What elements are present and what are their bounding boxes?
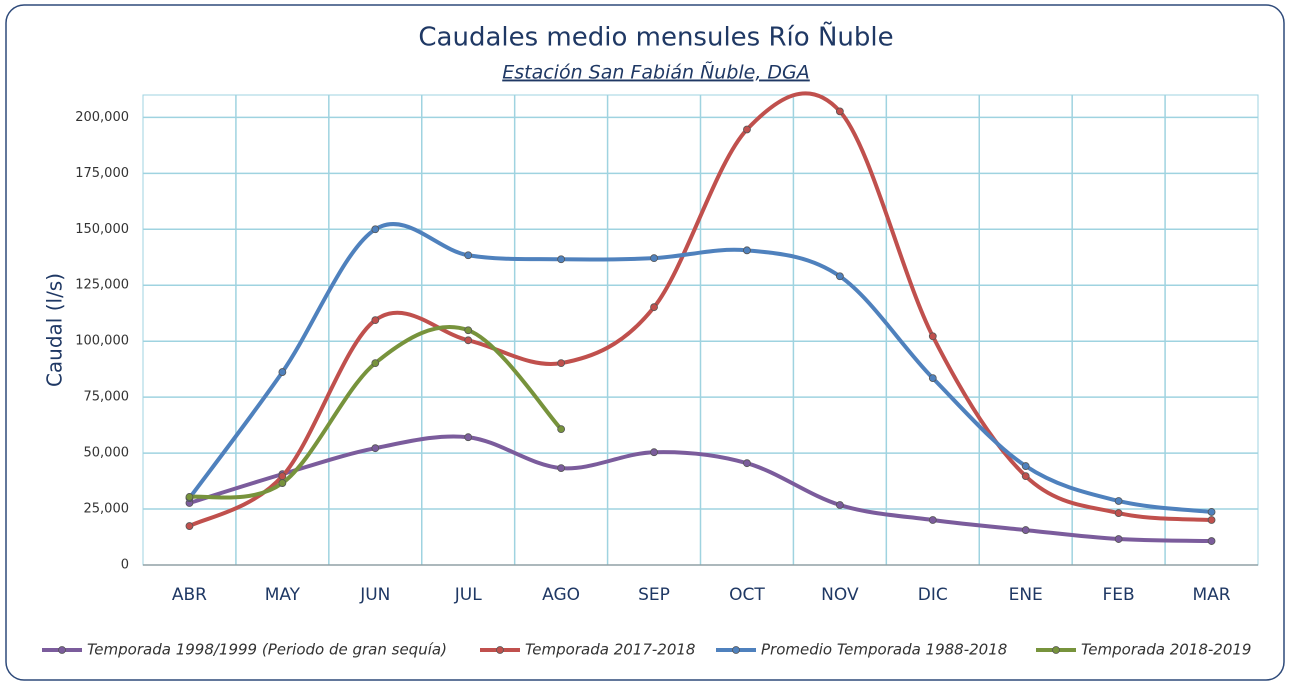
data-point: [928, 332, 937, 341]
legend-label: Temporada 1998/1999 (Periodo de gran seq…: [87, 641, 447, 659]
chart-title: Caudales medio mensules Río Ñuble: [418, 21, 893, 53]
data-point: [1114, 509, 1123, 517]
data-point: [1207, 537, 1216, 545]
x-tick-label: AGO: [542, 585, 580, 605]
x-tick-label: DIC: [918, 585, 948, 605]
chart-subtitle: Estación San Fabián Ñuble, DGA: [502, 61, 810, 84]
legend-label: Temporada 2018-2019: [1081, 641, 1251, 659]
x-tick-label: FEB: [1103, 585, 1135, 605]
y-tick-label: 25,000: [84, 502, 130, 517]
data-point: [464, 433, 473, 442]
data-point: [278, 472, 287, 481]
data-point: [557, 464, 566, 472]
data-point: [1207, 508, 1216, 516]
y-tick-label: 125,000: [75, 278, 129, 293]
legend-marker: [732, 646, 740, 654]
data-point: [1021, 526, 1030, 534]
y-tick-label: 75,000: [84, 390, 130, 405]
data-point: [1021, 462, 1030, 470]
data-point: [743, 125, 751, 134]
data-point: [557, 255, 566, 264]
y-tick-label: 100,000: [75, 334, 129, 349]
x-tick-label: MAY: [265, 585, 301, 605]
x-tick-label: OCT: [729, 585, 765, 605]
data-point: [1021, 472, 1030, 481]
data-point: [1207, 516, 1216, 524]
data-point: [371, 359, 380, 368]
data-point: [185, 493, 194, 501]
data-point: [557, 359, 566, 368]
data-point: [1114, 535, 1123, 543]
data-point: [650, 254, 658, 263]
x-tick-label: ABR: [172, 585, 207, 605]
x-tick-label: MAR: [1192, 585, 1230, 605]
legend-marker: [1052, 646, 1060, 654]
data-point: [464, 336, 473, 345]
x-tick-label: SEP: [638, 585, 670, 605]
data-point: [185, 522, 194, 530]
data-point: [1114, 497, 1123, 505]
y-tick-label: 200,000: [75, 110, 129, 125]
data-point: [835, 107, 844, 116]
legend-label: Promedio Temporada 1988-2018: [761, 641, 1007, 659]
legend-marker: [58, 646, 66, 654]
data-point: [743, 459, 751, 468]
data-point: [835, 272, 844, 281]
data-point: [371, 444, 380, 453]
data-point: [464, 251, 473, 260]
legend-marker: [496, 646, 504, 654]
data-point: [650, 448, 658, 457]
data-point: [928, 374, 937, 383]
y-tick-label: 150,000: [75, 222, 129, 237]
x-tick-label: JUL: [454, 585, 482, 605]
data-point: [371, 316, 380, 325]
y-axis-label: Caudal (l/s): [43, 273, 67, 387]
data-point: [557, 425, 566, 434]
x-tick-label: JUN: [359, 585, 390, 605]
y-tick-label: 175,000: [75, 166, 129, 181]
x-tick-label: NOV: [821, 585, 859, 605]
data-point: [371, 225, 380, 234]
data-point: [743, 246, 751, 255]
data-point: [464, 326, 473, 335]
data-point: [835, 501, 844, 509]
series-line: [187, 434, 1214, 544]
data-point: [278, 368, 287, 376]
data-point: [650, 303, 658, 312]
data-point: [278, 479, 287, 487]
y-tick-label: 50,000: [84, 446, 130, 461]
y-tick-label: 0: [121, 558, 129, 573]
data-point: [928, 516, 937, 524]
x-tick-label: ENE: [1009, 585, 1043, 605]
legend-label: Temporada 2017-2018: [525, 641, 695, 659]
